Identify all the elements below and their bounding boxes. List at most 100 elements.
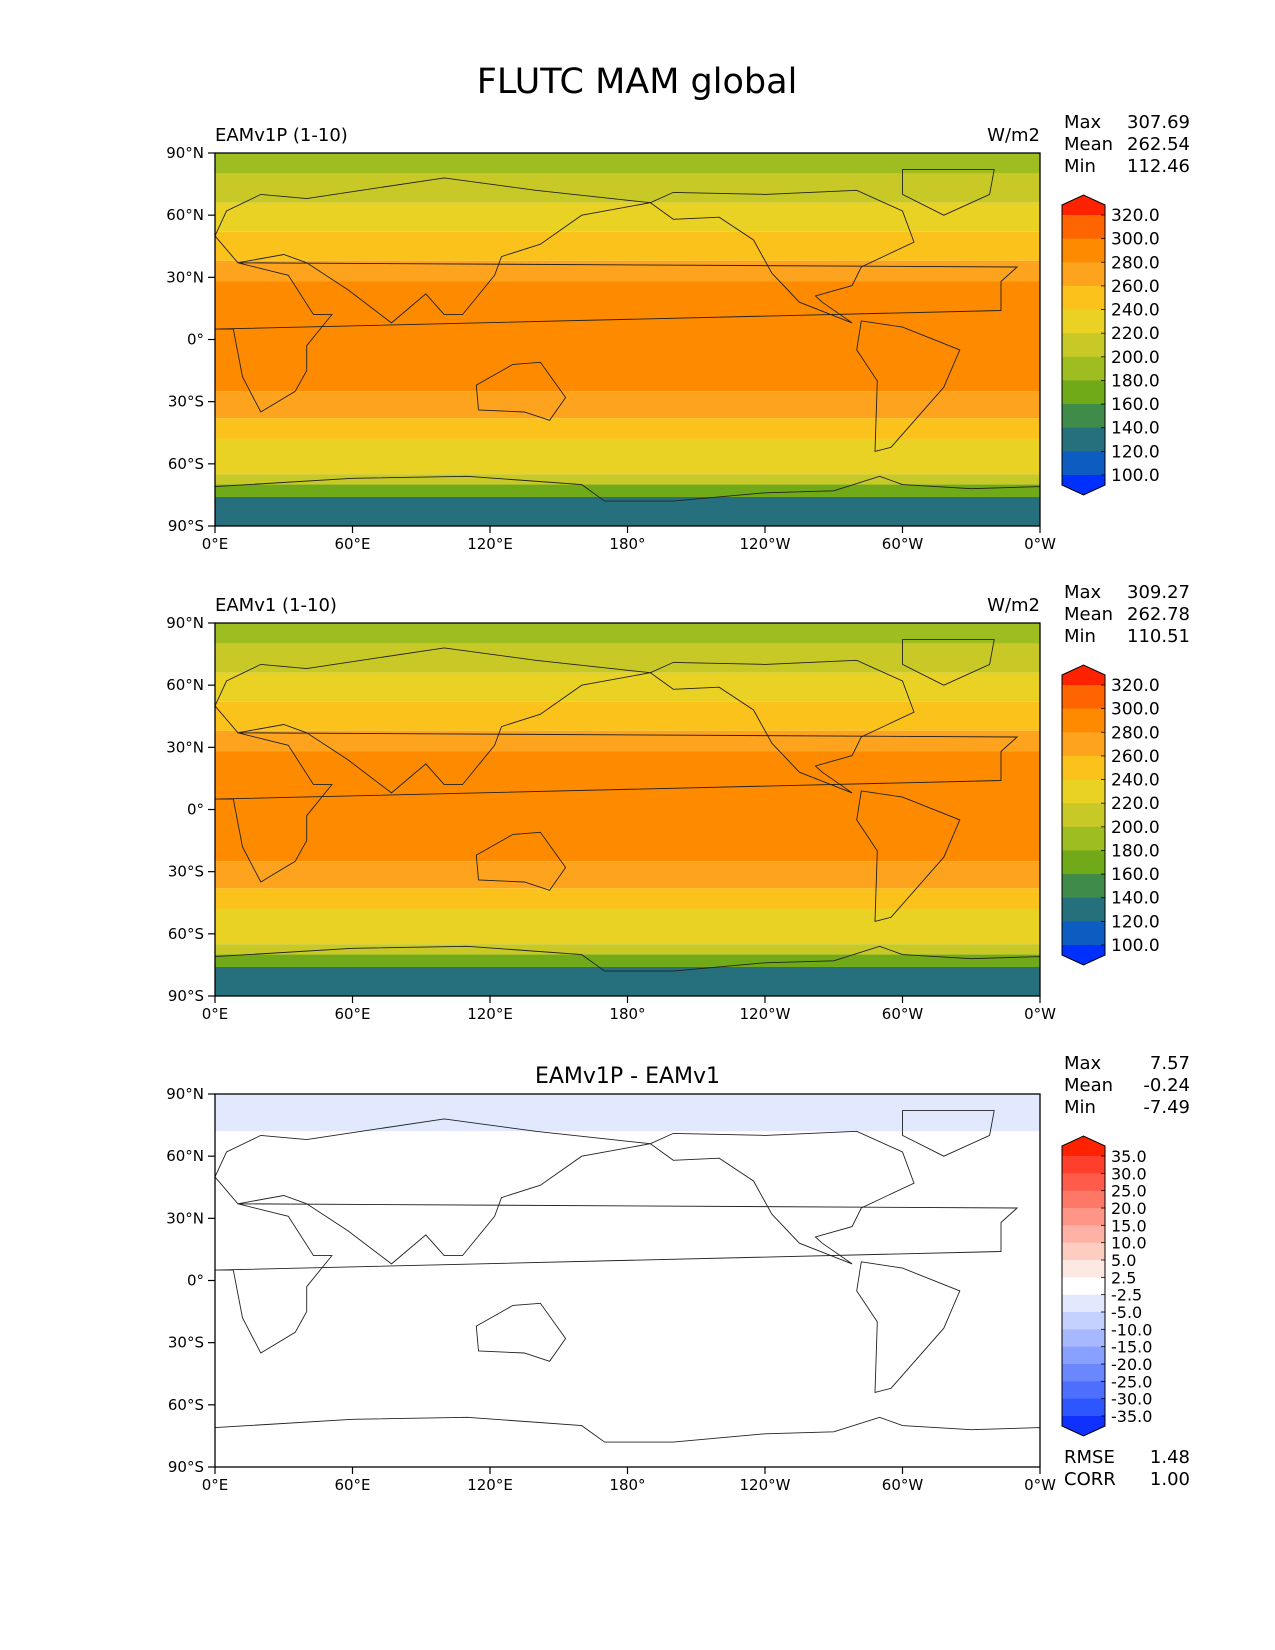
colorbar-segment [1062, 333, 1105, 358]
coastline [214, 1203, 1019, 1354]
colorbar-label: -30.0 [1111, 1390, 1152, 1409]
colorbar-label: -10.0 [1111, 1320, 1152, 1339]
y-tick-label: 60°S [168, 1396, 204, 1414]
field-band [215, 730, 1040, 752]
field-band [215, 623, 1040, 644]
y-tick-label: 90°N [166, 144, 204, 162]
coastline [649, 1130, 915, 1265]
field-band [215, 861, 1040, 889]
x-tick-label: 120°E [467, 535, 513, 553]
colorbar-segment [1062, 1190, 1105, 1209]
colorbar-segment [1062, 1398, 1105, 1417]
y-tick-label: 0° [187, 1272, 204, 1290]
y-tick-label: 60°S [168, 455, 204, 473]
x-tick-label: 180° [609, 1476, 645, 1494]
colorbar-label: -2.5 [1111, 1286, 1142, 1305]
stat-label: Min [1064, 1097, 1096, 1118]
colorbar-label: 10.0 [1111, 1234, 1147, 1253]
x-tick-label: 120°E [467, 1005, 513, 1023]
coastline [214, 732, 1019, 883]
colorbar-segment [1062, 779, 1105, 804]
colorbar-label: 160.0 [1111, 865, 1160, 885]
colorbar-segment [1062, 1381, 1105, 1400]
colorbar-segment [1062, 685, 1105, 710]
panel-units: W/m2 [987, 595, 1040, 616]
colorbar-segment [1062, 1260, 1105, 1278]
coastline [856, 320, 961, 452]
colorbar-label: 320.0 [1111, 676, 1160, 696]
panel-test: 0°E 60°E 120°E 180° 120°W 60°W 0°W 90°N 60°N 30°N… [166, 112, 1190, 553]
colorbar-label: -35.0 [1111, 1407, 1152, 1426]
colorbar-segment [1062, 215, 1105, 240]
field-band [215, 751, 1040, 862]
y-tick-label: 30°N [166, 268, 204, 286]
y-tick-label: 90°N [166, 614, 204, 632]
panel-title: EAMv1P - EAMv1 [535, 1064, 720, 1089]
colorbar-segment [1062, 1156, 1105, 1174]
stat-label: Min [1064, 626, 1096, 647]
colorbar-label: -20.0 [1111, 1355, 1152, 1374]
y-tick-label: 60°S [168, 925, 204, 943]
x-tick-label: 120°E [467, 1476, 513, 1494]
y-tick-label: 90°S [168, 1458, 204, 1476]
colorbar-segment [1062, 309, 1105, 334]
field-band [215, 1131, 1040, 1426]
colorbar-segment [1062, 1346, 1105, 1365]
y-tick-label: 90°S [168, 987, 204, 1005]
figure-title: FLUTC MAM global [477, 62, 798, 102]
x-tick-label: 0°W [1024, 1005, 1056, 1023]
x-tick-label: 60°E [334, 1005, 370, 1023]
colorbar-segment [1062, 427, 1105, 452]
colorbar-label: 280.0 [1111, 723, 1160, 743]
colorbar: 320.0 300.0 280.0 260.0 240.0 220.0 200.0 180.0… [1061, 664, 1160, 966]
colorbar-segment [1062, 356, 1105, 381]
colorbar-segment [1062, 238, 1105, 263]
x-tick-label: 180° [609, 1005, 645, 1023]
colorbar-label: 220.0 [1111, 794, 1160, 814]
panels: 0°E 60°E 120°E 180° 120°W 60°W 0°W 90°N 60°N 30°N… [166, 112, 1190, 1494]
colorbar-extend-min [1062, 475, 1105, 495]
stat-value: 1.00 [1150, 1469, 1190, 1490]
stat-label: Max [1064, 112, 1102, 133]
colorbar-segment [1062, 826, 1105, 851]
panel-difference: 0°E 60°E 120°E 180° 120°W 60°W 0°W 90°N 60°N 30°N… [166, 1053, 1190, 1494]
x-tick-label: 0°E [202, 535, 229, 553]
colorbar-label: 35.0 [1111, 1147, 1147, 1166]
coastline [649, 189, 915, 324]
coastline [214, 262, 1019, 413]
x-tick-label: 60°E [334, 535, 370, 553]
colorbar-segment [1062, 1312, 1105, 1330]
coastline [902, 639, 995, 686]
x-tick-label: 120°W [740, 1476, 791, 1494]
colorbar-label: 15.0 [1111, 1216, 1147, 1235]
colorbar-segment [1062, 1208, 1105, 1226]
stat-label: Max [1064, 1053, 1102, 1074]
colorbar-label: 220.0 [1111, 324, 1160, 344]
coastline [649, 659, 915, 794]
colorbar-label: 180.0 [1111, 371, 1160, 391]
field-band [215, 944, 1040, 955]
stat-value: 7.57 [1150, 1053, 1190, 1074]
x-tick-label: 180° [609, 535, 645, 553]
colorbar-segment [1062, 1329, 1105, 1348]
stat-value: 112.46 [1127, 156, 1190, 177]
coastline [902, 169, 995, 216]
colorbar-label: -15.0 [1111, 1338, 1152, 1357]
field-band [215, 391, 1040, 419]
colorbar-extend-max [1062, 195, 1105, 215]
colorbar-outline [1061, 194, 1106, 496]
field-band [215, 260, 1040, 282]
colorbar-label: 120.0 [1111, 912, 1160, 932]
colorbar-label: 260.0 [1111, 747, 1160, 767]
y-tick-label: 60°N [166, 676, 204, 694]
y-tick-label: 60°N [166, 1147, 204, 1165]
x-tick-label: 0°W [1024, 535, 1056, 553]
field-band [215, 418, 1040, 439]
colorbar-label: -5.0 [1111, 1303, 1142, 1322]
field-band [215, 1425, 1040, 1467]
colorbar-segment [1062, 404, 1105, 429]
x-tick-label: 0°E [202, 1476, 229, 1494]
colorbar-label: 300.0 [1111, 700, 1160, 720]
field-band [215, 496, 1040, 526]
